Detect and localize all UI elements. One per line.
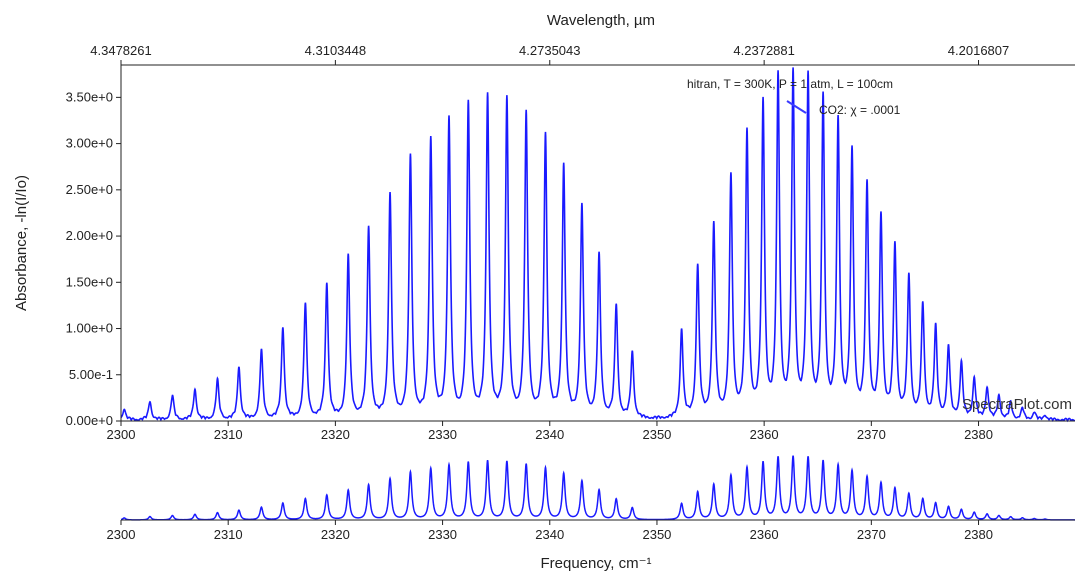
top-axis-tick-label: 4.3103448: [305, 43, 366, 58]
main-x-tick-label: 2320: [321, 427, 350, 442]
overview-x-tick-label: 2380: [964, 527, 993, 542]
main-x-tick-label: 2310: [214, 427, 243, 442]
main-x-tick-label: 2370: [857, 427, 886, 442]
overview-plot[interactable]: 2300 2310 2320 2330 2340 2350 2360 2370 2380: [107, 455, 1075, 542]
main-x-tick-label: 2360: [750, 427, 779, 442]
main-x-tick-label: 2330: [428, 427, 457, 442]
y-tick-label: 0.00e+0: [66, 413, 113, 428]
overview-x-tick-label: 2370: [857, 527, 886, 542]
spectraplot-watermark: SpectraPlot.com: [962, 396, 1072, 413]
overview-x-tick-label: 2350: [642, 527, 671, 542]
overview-x-tick-label: 2340: [535, 527, 564, 542]
overview-x-tick-label: 2310: [214, 527, 243, 542]
overview-x-tick-label: 2320: [321, 527, 350, 542]
y-axis-title: Absorbance, -ln(I/Io): [13, 175, 30, 311]
legend-leader-line: [786, 100, 807, 114]
y-tick-label: 1.50e+0: [66, 274, 113, 289]
top-axis-tick-label: 4.2372881: [733, 43, 794, 58]
y-tick-label: 1.00e+0: [66, 321, 113, 336]
top-axis-title: Wavelength, µm: [547, 12, 655, 29]
annotation-header: hitran, T = 300K, P = 1 atm, L = 100cm: [687, 77, 893, 91]
y-tick-label: 2.50e+0: [66, 182, 113, 197]
overview-x-tick-label: 2330: [428, 527, 457, 542]
legend-series-label: CO2: χ = .0001: [819, 103, 901, 117]
x-axis-title: Frequency, cm⁻¹: [541, 555, 652, 572]
top-axis-tick-label: 4.2735043: [519, 43, 580, 58]
overview-trace: [120, 455, 1075, 521]
main-x-tick-label: 2300: [107, 427, 136, 442]
overview-x-tick-label: 2360: [750, 527, 779, 542]
y-tick-label: 3.50e+0: [66, 89, 113, 104]
top-axis-tick-label: 4.2016807: [948, 43, 1009, 58]
absorbance-trace: [120, 67, 1075, 423]
top-axis-tick-label: 4.3478261: [90, 43, 151, 58]
overview-x-tick-label: 2300: [107, 527, 136, 542]
main-x-tick-label: 2340: [535, 427, 564, 442]
main-x-tick-label: 2350: [642, 427, 671, 442]
main-plot: 2300 2310 2320 2330 2340 2350 2360 2370 2380 0.00…: [66, 43, 1075, 442]
y-tick-label: 5.00e-1: [69, 367, 113, 382]
y-tick-label: 2.00e+0: [66, 228, 113, 243]
y-tick-label: 3.00e+0: [66, 136, 113, 151]
main-x-tick-label: 2380: [964, 427, 993, 442]
